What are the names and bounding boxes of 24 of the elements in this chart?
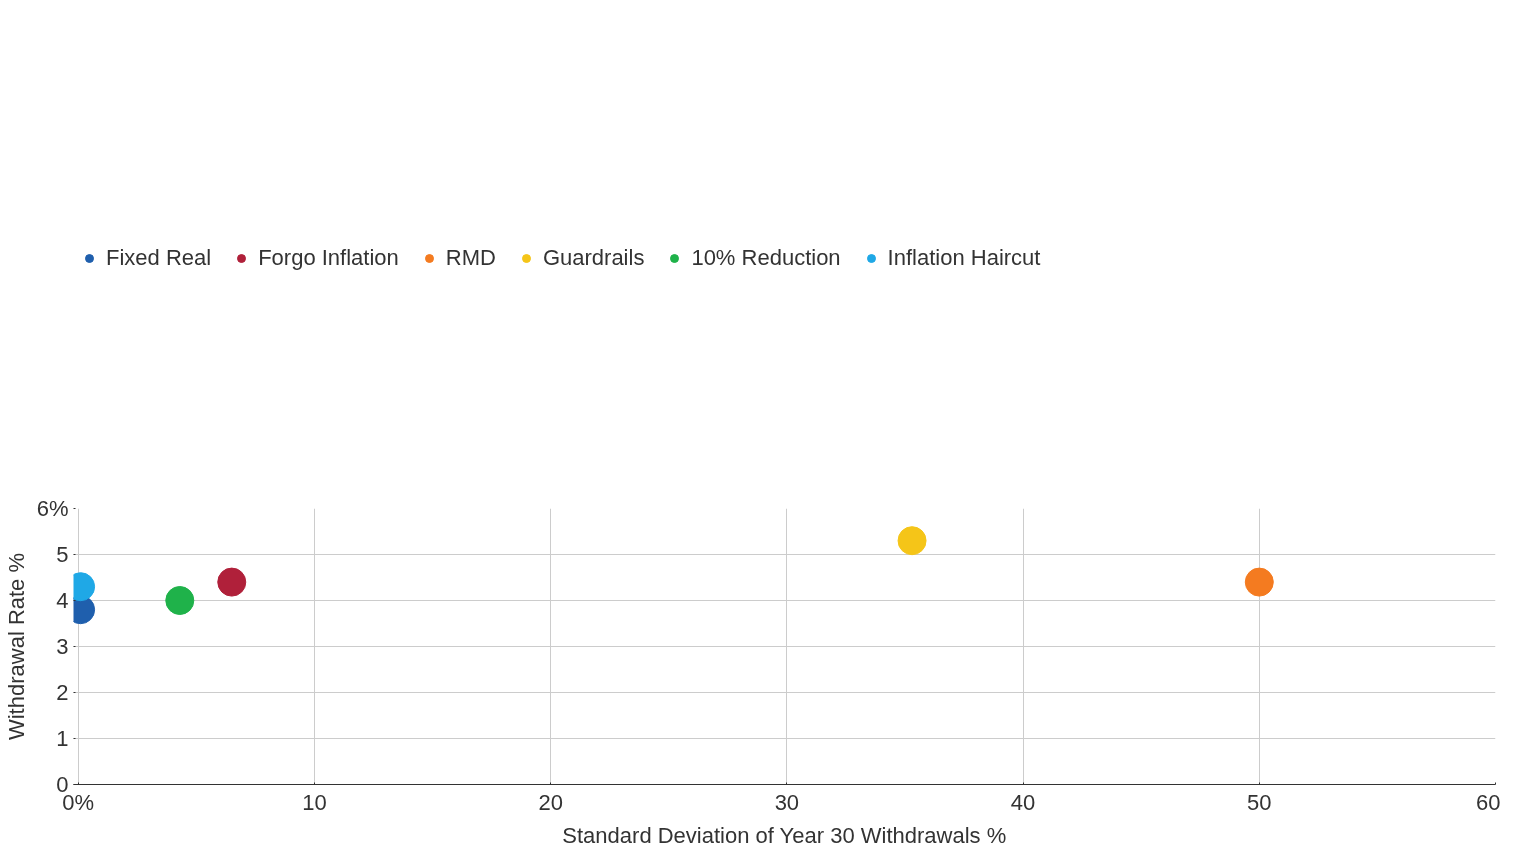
y-tick-label: 4	[56, 588, 69, 613]
x-tick-label: 20	[538, 789, 563, 815]
y-axis-title: Withdrawal Rate %	[3, 552, 29, 741]
x-tick-label: 10	[302, 789, 327, 815]
legend-label: Forgo Inflation	[258, 245, 399, 271]
y-tick-label: 1	[56, 726, 69, 751]
legend-label: Guardrails	[542, 245, 645, 271]
y-tick-label: 3	[56, 634, 69, 659]
point	[1244, 567, 1274, 597]
y-tick-label: 5	[56, 542, 69, 567]
legend-label: RMD	[445, 245, 496, 271]
legend-label: Inflation Haircut	[887, 245, 1041, 271]
legend-label: 10% Reduction	[691, 245, 841, 271]
y-tick-label: 2	[56, 680, 69, 705]
point	[165, 586, 195, 615]
x-tick-label: 60	[1476, 789, 1501, 815]
legend-label: Fixed Real	[106, 245, 212, 271]
x-tick-label: 30	[774, 789, 800, 815]
y-tick-label: 6%	[36, 496, 69, 521]
x-axis-title: Standard Deviation of Year 30 Withdrawals %	[562, 822, 1007, 848]
x-tick-label: 40	[1010, 789, 1036, 815]
x-tick-label: 50	[1247, 789, 1272, 815]
point	[897, 526, 927, 556]
point	[217, 567, 247, 597]
